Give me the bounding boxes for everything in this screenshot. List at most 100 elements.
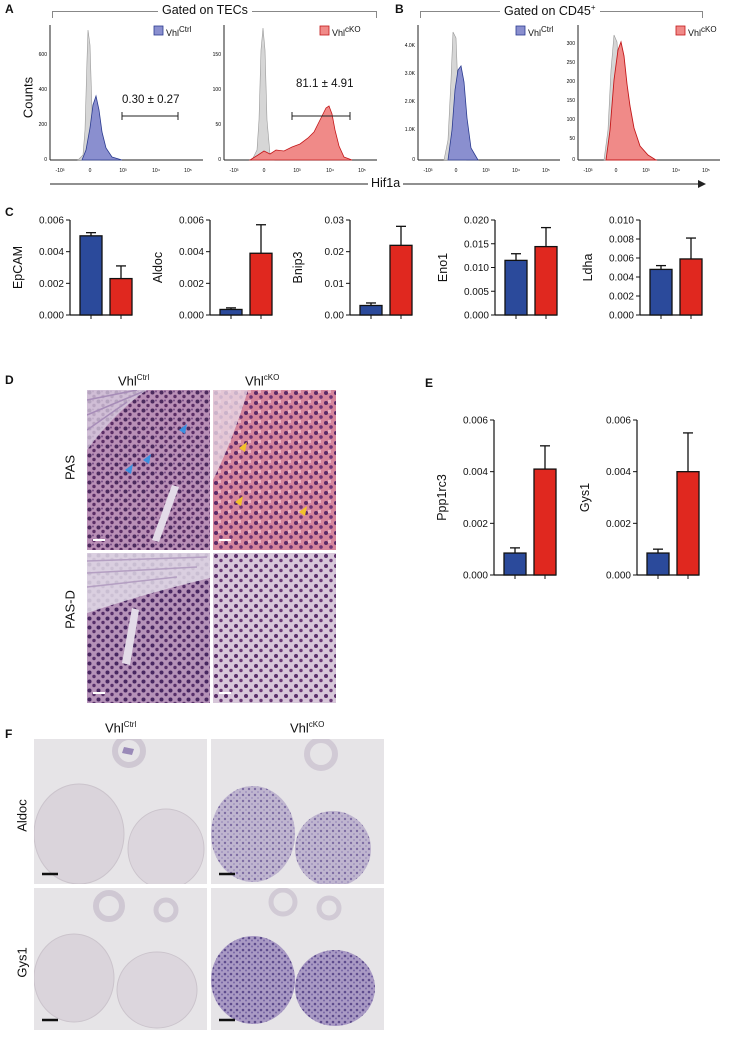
histology-pasd-ctrl — [87, 553, 210, 703]
xtick: 0 — [263, 168, 266, 174]
bar-chart-aldoc: 0.000 0.002 0.004 0.006 Aldoc — [151, 216, 273, 322]
xtick: 10⁴ — [672, 168, 680, 174]
histology-pas-ctrl — [87, 390, 210, 550]
bar — [504, 259, 528, 316]
xtick: 10⁵ — [358, 168, 366, 174]
gate-annotation-ctrl: 0.30 ± 0.27 — [122, 94, 180, 106]
cko-histogram — [605, 40, 658, 161]
y-tick-label: 0.006 — [606, 416, 631, 427]
bar — [359, 304, 383, 316]
legend-cko-a: VhlcKO — [332, 25, 361, 38]
y-tick-label: 0.004 — [179, 247, 204, 258]
ytick: 50 — [569, 136, 575, 142]
ytick: 200 — [39, 122, 48, 128]
y-tick-label: 0.002 — [39, 279, 64, 290]
y-tick-label: 0.006 — [463, 416, 488, 427]
xtick: 10⁵ — [542, 168, 550, 174]
bar — [219, 308, 243, 316]
ish-gys1-ctrl — [34, 888, 207, 1030]
ytick: 0 — [412, 157, 415, 163]
legend-ctrl-b: VhlCtrl — [528, 25, 554, 38]
y-axis-label: Aldoc — [151, 252, 165, 283]
y-tick-label: 0.002 — [179, 279, 204, 290]
y-axis-label: EpCAM — [11, 246, 25, 289]
legend-swatch-ctrl — [153, 25, 164, 36]
y-tick-label: 0.002 — [463, 519, 488, 530]
bar — [649, 268, 673, 316]
y-tick-label: 0.02 — [325, 247, 345, 258]
ytick: 250 — [567, 60, 576, 66]
bar-chart-epcam: 0.000 0.002 0.004 0.006 EpCAM — [11, 216, 133, 322]
y-tick-label: 0.000 — [464, 311, 489, 322]
panel-letter-b: B — [395, 2, 404, 16]
ctrl-histogram — [447, 65, 479, 161]
ish-aldoc-ctrl — [34, 739, 207, 884]
panel-letter-e: E — [425, 376, 434, 390]
ytick: 200 — [567, 79, 576, 85]
ytick: 0 — [572, 157, 575, 163]
arrowhead-icon — [239, 442, 247, 452]
bar — [533, 468, 557, 576]
arrowhead-icon — [143, 454, 151, 464]
bar — [503, 552, 527, 576]
y-tick-label: 0.005 — [464, 287, 489, 298]
ish-gys1-cko — [211, 888, 384, 1030]
y-tick-label: 0.00 — [325, 311, 345, 322]
bar — [676, 471, 700, 576]
y-tick-label: 0.015 — [464, 239, 489, 250]
ytick: 2.0K — [405, 99, 416, 105]
ytick: 4.0K — [405, 43, 416, 49]
row-label-pas: PAS — [62, 454, 78, 481]
counts-axis-label: Counts — [20, 76, 36, 119]
y-tick-label: 0.006 — [39, 216, 64, 227]
ytick: 300 — [567, 41, 576, 47]
xtick: 0 — [89, 168, 92, 174]
ytick: 50 — [215, 122, 221, 128]
ytick: 600 — [39, 52, 48, 58]
row-label-pas-d: PAS-D — [62, 590, 78, 629]
y-tick-label: 0.010 — [464, 263, 489, 274]
y-tick-label: 0.002 — [606, 519, 631, 530]
y-tick-label: 0.004 — [463, 467, 488, 478]
column-label-ctrl: VhlCtrl — [118, 373, 150, 389]
histogram-b-cko: 300 250 200 150 100 50 0 -10³ 0 10³ 10⁴ … — [567, 25, 720, 174]
y-tick-label: 0.006 — [609, 254, 634, 265]
xtick: 10⁵ — [702, 168, 710, 174]
column-label-cko: VhlcKO — [245, 373, 280, 389]
xtick: -10³ — [56, 168, 65, 174]
y-axis-label: Bnip3 — [291, 251, 305, 283]
row-label-aldoc: Aldoc — [14, 799, 30, 832]
xtick: 10³ — [482, 168, 490, 174]
ytick: 3.0K — [405, 71, 416, 77]
y-tick-label: 0.010 — [609, 216, 634, 227]
gate-cap-left-a — [52, 11, 53, 18]
gate-cap-right-a — [376, 11, 377, 18]
legend-swatch-cko — [319, 25, 330, 36]
legend-ctrl-a: VhlCtrl — [166, 25, 192, 38]
y-axis-label: Eno1 — [436, 253, 450, 282]
y-tick-label: 0.01 — [325, 279, 345, 290]
xtick: 0 — [455, 168, 458, 174]
bar — [534, 245, 558, 316]
ytick: 100 — [213, 87, 222, 93]
xtick: -10³ — [424, 168, 433, 174]
xtick: 10³ — [119, 168, 127, 174]
bar — [389, 244, 413, 316]
panel-letter-c: C — [5, 205, 14, 219]
gate-title-b: Gated on CD45+ — [500, 3, 600, 19]
histology-pasd-cko — [213, 553, 336, 703]
xtick: 10⁴ — [152, 168, 160, 174]
ytick: 0 — [44, 157, 47, 163]
y-tick-label: 0.004 — [609, 273, 634, 284]
xtick: 10⁵ — [184, 168, 192, 174]
y-tick-label: 0.000 — [609, 311, 634, 322]
gate-title-a: Gated on TECs — [158, 3, 252, 17]
column-label-ctrl-f: VhlCtrl — [105, 720, 137, 736]
gate-annotation-cko: 81.1 ± 4.91 — [296, 78, 354, 90]
bar — [646, 552, 670, 576]
xtick: -10³ — [584, 168, 593, 174]
xtick: 10⁴ — [512, 168, 520, 174]
legend-swatch-ctrl — [515, 25, 526, 36]
arrowhead-icon — [125, 464, 133, 474]
xtick: -10³ — [230, 168, 239, 174]
